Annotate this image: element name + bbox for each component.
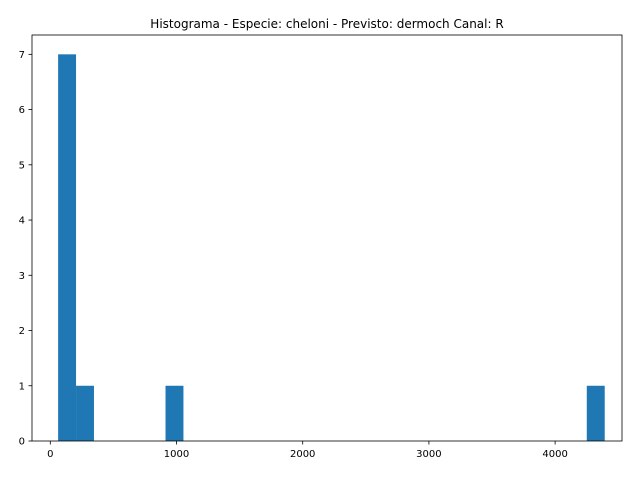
plot-frame [31, 34, 623, 442]
chart-title: Histograma - Especie: cheloni - Previsto… [150, 17, 503, 31]
y-tick-label-7: 7 [19, 50, 25, 61]
y-axis: 0 1 2 3 4 5 6 7 [19, 50, 32, 448]
histogram-bar-2 [165, 385, 184, 441]
y-tick-label-2: 2 [19, 326, 25, 337]
bars-group [58, 54, 605, 441]
histogram-bar-3 [586, 385, 605, 441]
x-tick-label-2: 2000 [290, 449, 315, 460]
x-tick-label-1: 1000 [164, 449, 189, 460]
y-tick-label-3: 3 [19, 271, 25, 282]
y-tick-label-4: 4 [19, 216, 25, 227]
y-tick-label-1: 1 [19, 381, 25, 392]
x-tick-label-3: 3000 [416, 449, 441, 460]
y-tick-label-6: 6 [19, 105, 25, 116]
histogram-bar-0 [58, 54, 77, 441]
x-tick-label-4: 4000 [542, 449, 567, 460]
histogram-bar-1 [76, 385, 94, 441]
y-tick-label-5: 5 [19, 160, 25, 171]
y-tick-label-0: 0 [19, 437, 25, 448]
x-axis: 0 1000 2000 3000 4000 [47, 441, 568, 460]
x-tick-label-0: 0 [47, 449, 53, 460]
